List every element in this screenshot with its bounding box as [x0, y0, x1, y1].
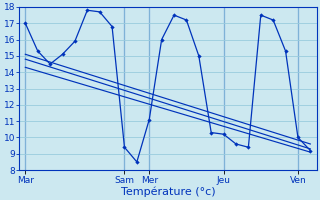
X-axis label: Température (°c): Température (°c): [121, 186, 215, 197]
